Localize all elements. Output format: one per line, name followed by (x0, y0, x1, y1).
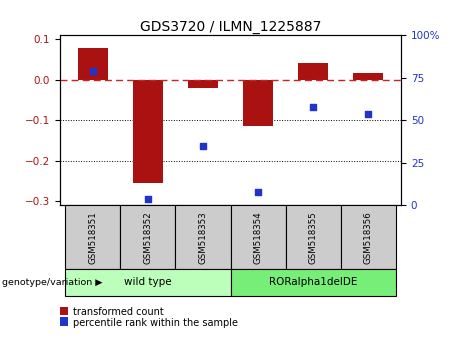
Text: GSM518356: GSM518356 (364, 211, 372, 264)
Text: GSM518353: GSM518353 (199, 211, 207, 264)
Bar (341, 205, 396, 269)
Text: GSM518351: GSM518351 (89, 211, 97, 264)
Bar (230, 205, 285, 269)
Point (309, 104, 317, 110)
Text: genotype/variation ▶: genotype/variation ▶ (2, 278, 103, 287)
Bar (285, 205, 341, 269)
Bar (65, 205, 120, 269)
Bar (188, 80, 218, 88)
Bar (65, 269, 230, 296)
Bar (78, 47, 108, 80)
Point (144, 196, 152, 201)
Text: RORalpha1delDE: RORalpha1delDE (269, 277, 357, 287)
Bar (243, 80, 273, 126)
Bar (230, 269, 396, 296)
Bar (298, 63, 328, 80)
Text: wild type: wild type (124, 277, 172, 287)
Title: GDS3720 / ILMN_1225887: GDS3720 / ILMN_1225887 (140, 21, 321, 34)
Bar (133, 80, 163, 183)
Point (199, 143, 207, 149)
Bar (120, 205, 176, 269)
Point (89, 68, 97, 74)
Text: GSM518355: GSM518355 (308, 211, 318, 264)
Bar (353, 73, 383, 80)
Point (364, 111, 372, 116)
Text: percentile rank within the sample: percentile rank within the sample (73, 318, 238, 328)
Text: GSM518352: GSM518352 (143, 211, 153, 264)
Point (254, 189, 262, 195)
Bar (176, 205, 230, 269)
Text: transformed count: transformed count (73, 307, 164, 317)
Text: GSM518354: GSM518354 (254, 211, 262, 264)
